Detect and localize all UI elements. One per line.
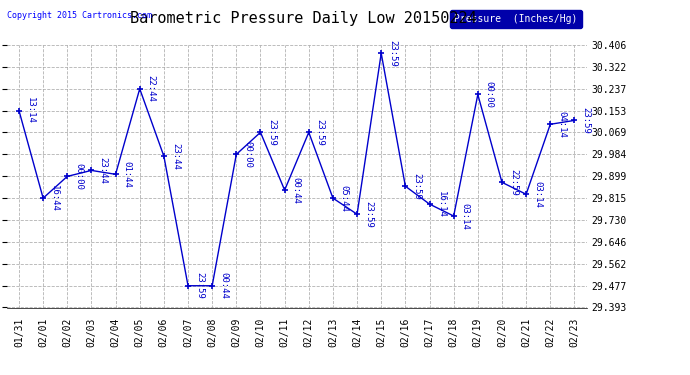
Text: 00:44: 00:44 <box>292 177 301 204</box>
Text: 23:44: 23:44 <box>99 157 108 184</box>
Text: 00:00: 00:00 <box>244 141 253 168</box>
Text: 23:59: 23:59 <box>364 201 373 228</box>
Text: 00:00: 00:00 <box>485 81 494 108</box>
Text: 23:59: 23:59 <box>582 107 591 134</box>
Text: 16:44: 16:44 <box>50 185 59 211</box>
Text: 23:44: 23:44 <box>171 143 180 170</box>
Text: 03:14: 03:14 <box>533 181 542 208</box>
Text: 23:59: 23:59 <box>316 119 325 146</box>
Text: 23:59: 23:59 <box>413 173 422 200</box>
Text: 00:00: 00:00 <box>75 163 83 190</box>
Text: 01:44: 01:44 <box>123 161 132 188</box>
Text: 23:59: 23:59 <box>268 119 277 146</box>
Text: Barometric Pressure Daily Low 20150224: Barometric Pressure Daily Low 20150224 <box>130 11 477 26</box>
Text: 23:59: 23:59 <box>195 272 204 299</box>
Text: Copyright 2015 Cartronics.com: Copyright 2015 Cartronics.com <box>7 11 152 20</box>
Text: 22:44: 22:44 <box>147 75 156 102</box>
Text: 16:14: 16:14 <box>437 190 446 217</box>
Text: 03:14: 03:14 <box>461 202 470 229</box>
Text: 23:59: 23:59 <box>388 40 397 67</box>
Legend: Pressure  (Inches/Hg): Pressure (Inches/Hg) <box>451 10 582 28</box>
Text: 04:14: 04:14 <box>558 111 566 138</box>
Text: 13:14: 13:14 <box>26 97 35 124</box>
Text: 05:44: 05:44 <box>340 185 349 211</box>
Text: 22:59: 22:59 <box>509 169 518 196</box>
Text: 00:44: 00:44 <box>219 272 228 299</box>
